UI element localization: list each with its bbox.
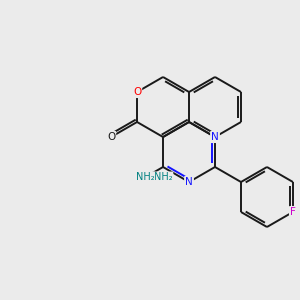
Text: O: O: [133, 87, 141, 97]
Text: N: N: [211, 132, 219, 142]
Text: N: N: [185, 177, 193, 187]
Text: F: F: [290, 207, 296, 217]
Text: NH₂: NH₂: [136, 172, 154, 182]
Text: NH₂: NH₂: [154, 172, 172, 182]
Text: O: O: [107, 132, 115, 142]
